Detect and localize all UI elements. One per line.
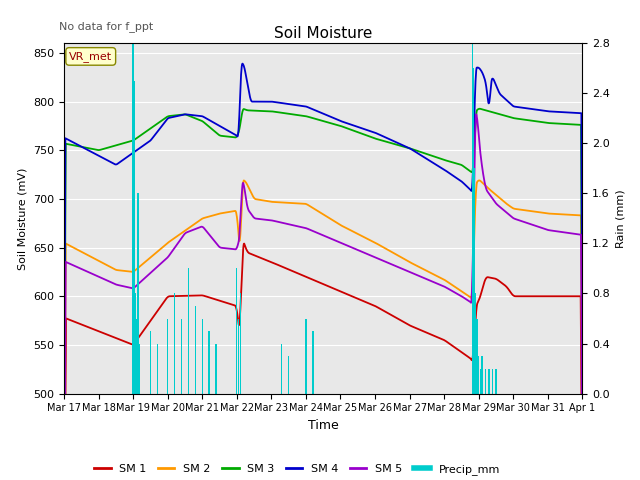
- Bar: [216, 344, 217, 394]
- Bar: [472, 43, 473, 394]
- Bar: [288, 356, 289, 394]
- Bar: [181, 319, 182, 394]
- X-axis label: Time: Time: [308, 419, 339, 432]
- Bar: [485, 369, 486, 394]
- Title: Soil Moisture: Soil Moisture: [274, 25, 372, 41]
- Bar: [473, 168, 475, 394]
- Bar: [137, 193, 139, 394]
- Bar: [476, 319, 477, 394]
- Bar: [188, 268, 189, 394]
- Bar: [488, 369, 490, 394]
- Bar: [157, 344, 158, 394]
- Bar: [480, 369, 481, 394]
- Bar: [202, 319, 203, 394]
- Y-axis label: Soil Moisture (mV): Soil Moisture (mV): [17, 167, 28, 270]
- Bar: [150, 331, 151, 394]
- Bar: [305, 319, 307, 394]
- Bar: [133, 81, 134, 394]
- Bar: [174, 293, 175, 394]
- Text: No data for f_ppt: No data for f_ppt: [59, 21, 153, 32]
- Bar: [136, 331, 137, 394]
- Bar: [167, 319, 168, 394]
- Bar: [195, 306, 196, 394]
- Bar: [239, 293, 241, 394]
- Bar: [136, 319, 138, 394]
- Bar: [134, 168, 135, 394]
- Bar: [472, 68, 474, 394]
- Y-axis label: Rain (mm): Rain (mm): [616, 189, 625, 248]
- Bar: [132, 43, 134, 394]
- Legend: SM 1, SM 2, SM 3, SM 4, SM 5, Precip_mm: SM 1, SM 2, SM 3, SM 4, SM 5, Precip_mm: [90, 459, 505, 479]
- Bar: [492, 369, 493, 394]
- Bar: [236, 268, 237, 394]
- Bar: [209, 331, 210, 394]
- Bar: [135, 319, 136, 394]
- Bar: [138, 268, 140, 394]
- Bar: [238, 319, 239, 394]
- Bar: [134, 293, 136, 394]
- Bar: [139, 344, 140, 394]
- Text: VR_met: VR_met: [69, 51, 112, 62]
- Bar: [475, 293, 476, 394]
- Bar: [312, 331, 314, 394]
- Bar: [478, 356, 479, 394]
- Bar: [281, 344, 282, 394]
- Bar: [495, 369, 497, 394]
- Bar: [481, 356, 483, 394]
